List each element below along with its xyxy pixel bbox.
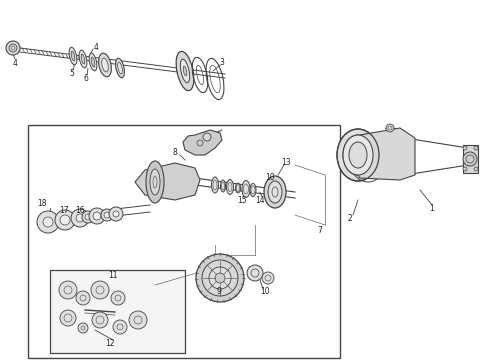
Circle shape — [85, 214, 91, 220]
Ellipse shape — [69, 47, 77, 65]
Circle shape — [215, 273, 225, 283]
Circle shape — [209, 267, 231, 289]
Ellipse shape — [250, 184, 256, 197]
Circle shape — [113, 211, 119, 217]
Bar — [50, 270, 185, 353]
Ellipse shape — [150, 169, 160, 195]
Ellipse shape — [71, 51, 75, 61]
Circle shape — [78, 323, 88, 333]
Ellipse shape — [146, 161, 164, 203]
Text: 16: 16 — [75, 206, 85, 215]
Ellipse shape — [81, 54, 85, 64]
Text: 15: 15 — [237, 195, 247, 204]
Circle shape — [474, 146, 478, 150]
Ellipse shape — [116, 58, 124, 78]
Polygon shape — [350, 128, 415, 180]
Ellipse shape — [242, 180, 250, 198]
Circle shape — [109, 207, 123, 221]
Ellipse shape — [212, 177, 219, 193]
Circle shape — [43, 217, 53, 227]
Ellipse shape — [343, 135, 373, 175]
Circle shape — [203, 133, 211, 141]
Text: 7: 7 — [318, 225, 322, 234]
Circle shape — [59, 281, 77, 299]
Ellipse shape — [343, 135, 373, 175]
Circle shape — [82, 211, 94, 223]
Text: 9: 9 — [217, 288, 221, 297]
Ellipse shape — [98, 53, 111, 77]
Ellipse shape — [118, 62, 122, 74]
Circle shape — [247, 265, 263, 281]
Circle shape — [71, 209, 89, 227]
Circle shape — [93, 212, 101, 220]
Circle shape — [386, 124, 394, 132]
Circle shape — [6, 41, 20, 55]
Text: 13: 13 — [281, 158, 291, 166]
Text: 4: 4 — [94, 42, 98, 51]
Circle shape — [101, 209, 113, 221]
Bar — [28, 125, 340, 358]
Ellipse shape — [180, 59, 190, 83]
Ellipse shape — [337, 129, 379, 181]
Bar — [463, 145, 478, 173]
Circle shape — [463, 152, 477, 166]
Ellipse shape — [102, 58, 108, 72]
Ellipse shape — [183, 66, 187, 76]
Circle shape — [202, 260, 238, 296]
Text: 6: 6 — [84, 73, 88, 82]
Text: 1: 1 — [430, 203, 434, 212]
Circle shape — [474, 167, 478, 171]
Circle shape — [89, 208, 105, 224]
Circle shape — [37, 211, 59, 233]
Circle shape — [60, 310, 76, 326]
Polygon shape — [135, 163, 200, 200]
Ellipse shape — [236, 183, 241, 193]
Polygon shape — [183, 130, 222, 155]
Text: 14: 14 — [255, 195, 265, 204]
Circle shape — [262, 272, 274, 284]
Text: 18: 18 — [37, 198, 47, 207]
Circle shape — [60, 215, 70, 225]
Circle shape — [76, 214, 84, 222]
Circle shape — [196, 254, 244, 302]
Text: 8: 8 — [172, 148, 177, 157]
Ellipse shape — [226, 180, 234, 194]
Text: 3: 3 — [220, 58, 224, 67]
Ellipse shape — [91, 57, 95, 67]
Text: 4: 4 — [13, 59, 18, 68]
Ellipse shape — [268, 181, 282, 203]
Text: 17: 17 — [59, 206, 69, 215]
Text: 2: 2 — [347, 213, 352, 222]
Text: 5: 5 — [70, 68, 74, 77]
Ellipse shape — [79, 50, 87, 68]
Ellipse shape — [176, 51, 194, 91]
Text: 10: 10 — [265, 172, 275, 181]
Text: 12: 12 — [105, 338, 115, 347]
Ellipse shape — [349, 142, 367, 168]
Circle shape — [91, 281, 109, 299]
Circle shape — [104, 212, 110, 218]
Circle shape — [76, 291, 90, 305]
Circle shape — [92, 312, 108, 328]
Circle shape — [113, 320, 127, 334]
Text: 11: 11 — [108, 271, 118, 280]
Circle shape — [463, 167, 467, 171]
Text: 10: 10 — [260, 288, 270, 297]
Ellipse shape — [89, 53, 97, 71]
Circle shape — [111, 291, 125, 305]
Circle shape — [463, 146, 467, 150]
Circle shape — [129, 311, 147, 329]
Ellipse shape — [220, 180, 225, 192]
Circle shape — [55, 210, 75, 230]
Ellipse shape — [264, 176, 286, 208]
